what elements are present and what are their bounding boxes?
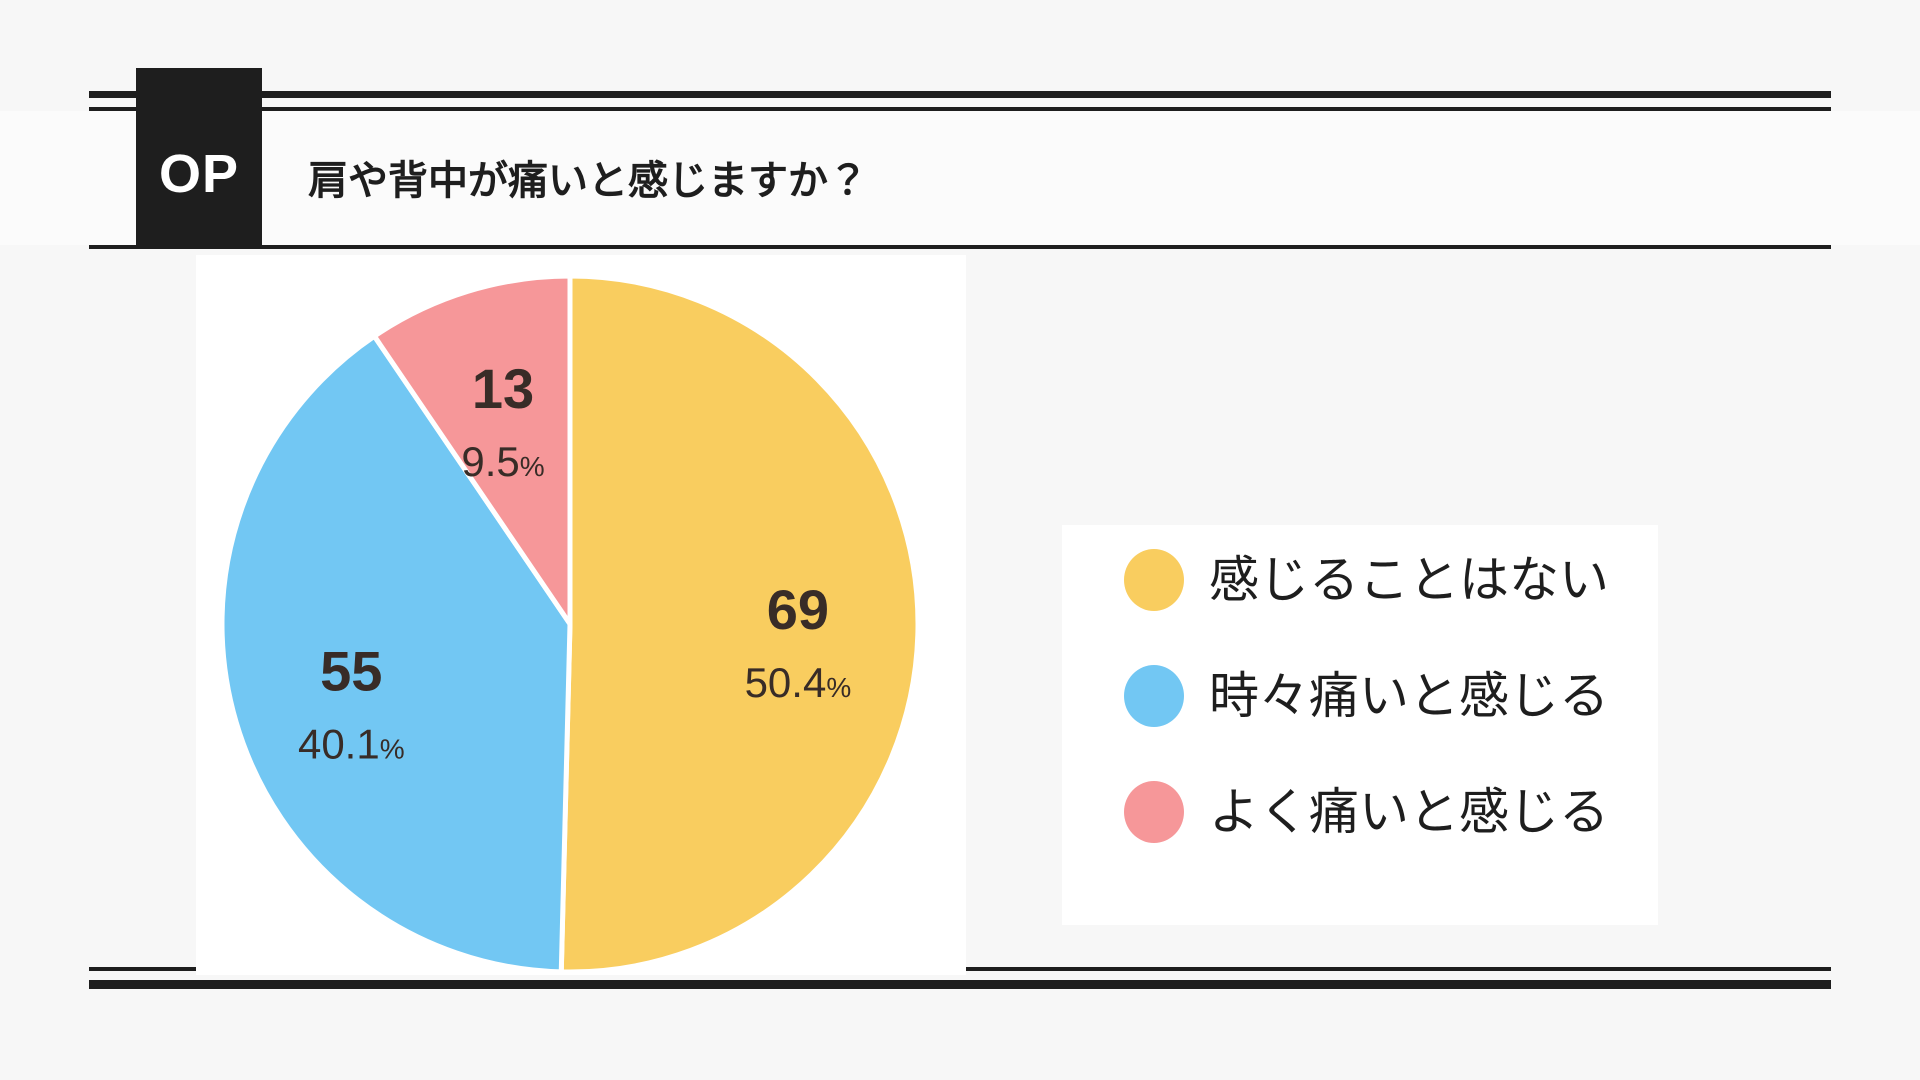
pie-slice-0 [558,273,921,975]
slice-value-label: 69 [767,578,829,641]
chart-panel: 69 50.4% 55 40.1% 13 9.5% [196,255,966,975]
page-title: 肩や背中が痛いと感じますか？ [308,159,868,203]
legend-color-dot [1124,665,1184,727]
legend-item-0: 感じることはない [1124,549,1658,611]
header-band [0,111,1920,245]
pie-slice-2 [371,273,573,627]
legend-item-label: 感じることはない [1209,552,1609,608]
legend-item-1: 時々痛いと感じる [1124,665,1658,727]
legend-item-2: よく痛いと感じる [1124,781,1658,843]
slice-pct-label: 50.4% [745,659,852,706]
pie-chart: 69 50.4% 55 40.1% 13 9.5% [219,273,921,975]
op-badge: OP [136,68,262,247]
slice-pct-label: 9.5% [461,438,544,485]
pie-slice-1 [219,333,573,975]
top-rule-thick [89,91,1831,98]
legend-color-dot [1124,781,1184,843]
legend-item-label: 時々痛いと感じる [1209,668,1609,724]
header-bottom-rule [89,245,1831,249]
top-rule-thin [89,107,1831,111]
legend: 感じることはない 時々痛いと感じる よく痛いと感じる [1062,525,1658,925]
legend-color-dot [1124,549,1184,611]
op-badge-label: OP [158,144,240,204]
slice-value-label: 13 [472,357,534,420]
legend-item-label: よく痛いと感じる [1209,784,1609,840]
bottom-rule-thick [89,980,1831,989]
slice-value-label: 55 [320,639,382,702]
slice-pct-label: 40.1% [298,720,405,767]
